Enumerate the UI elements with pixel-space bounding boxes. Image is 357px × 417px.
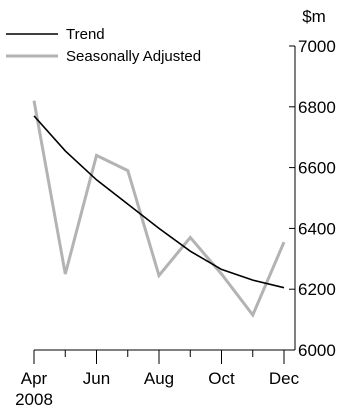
x-tick-label-apr: Apr — [21, 369, 48, 388]
legend: Trend Seasonally Adjusted — [6, 26, 201, 65]
y-unit-label: $m — [302, 7, 326, 26]
x-tick-label-oct: Oct — [208, 369, 235, 388]
x-tick-label-aug: Aug — [144, 369, 174, 388]
series-line-trend — [33, 115, 285, 289]
y-tick-label-6400: 6400 — [298, 219, 336, 238]
x-year-label: 2008 — [15, 390, 53, 409]
series-line-seasonally-adjusted — [32, 100, 286, 318]
axes: 6000 6200 6400 6600 6800 7000 Apr Jun Aug Oct Dec 2… — [15, 37, 336, 409]
y-tick-label-6000: 6000 — [298, 341, 336, 360]
y-tick-label-6200: 6200 — [298, 280, 336, 299]
y-tick-label-6600: 6600 — [298, 159, 336, 178]
legend-label-trend: Trend — [66, 26, 105, 43]
legend-label-seasonally-adjusted: Seasonally Adjusted — [66, 48, 201, 65]
x-tick-label-jun: Jun — [83, 369, 110, 388]
y-tick-label-7000: 7000 — [298, 37, 336, 56]
x-tick-label-dec: Dec — [269, 369, 300, 388]
y-tick-label-6800: 6800 — [298, 98, 336, 117]
series-layer — [32, 100, 286, 318]
